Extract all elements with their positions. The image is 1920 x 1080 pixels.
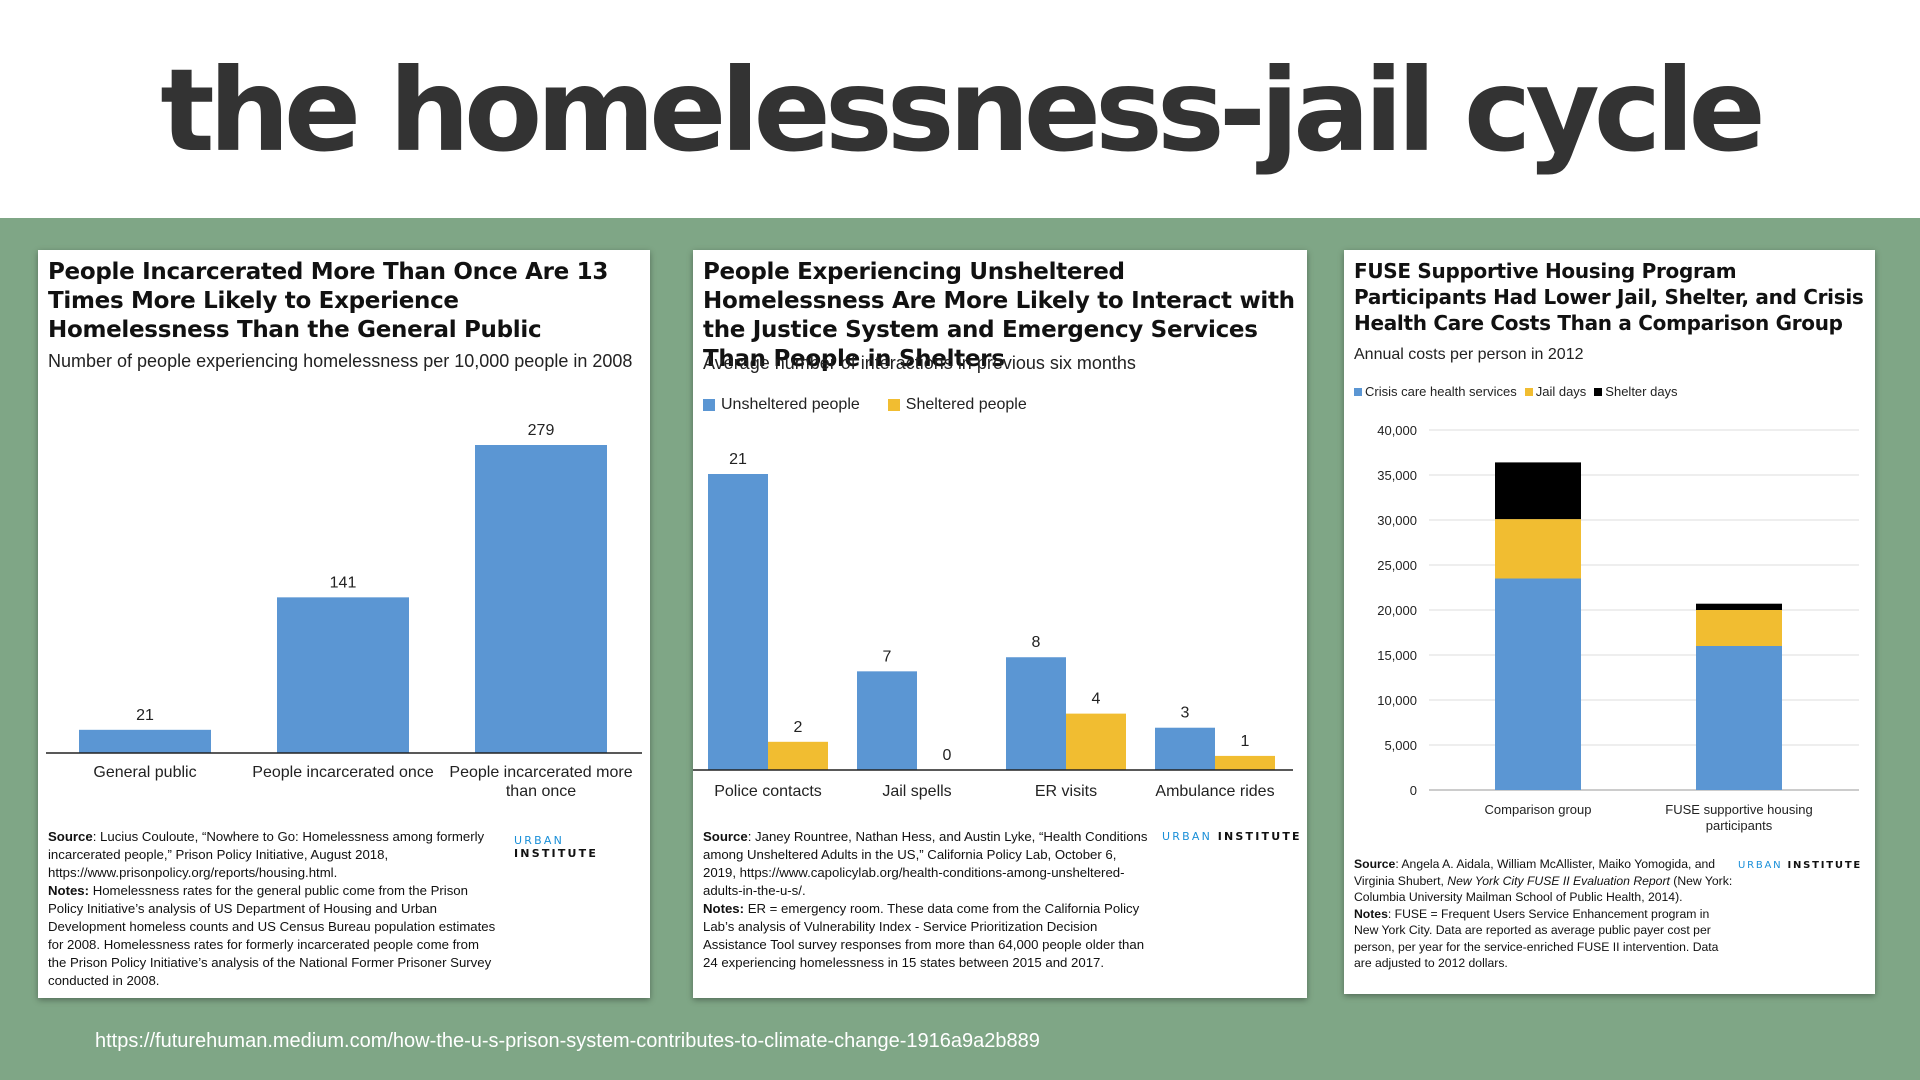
source-title: New York City FUSE II Evaluation Report (1447, 873, 1670, 888)
category-label: FUSE supportive housing (1665, 802, 1812, 817)
source-text: : Lucius Couloute, “Nowhere to Go: Homel… (48, 829, 485, 880)
source-label: Source (703, 829, 748, 844)
legend-label: Sheltered people (905, 396, 1027, 413)
chart-notes: Source: Janey Rountree, Nathan Hess, and… (703, 828, 1153, 972)
category-label: Comparison group (1485, 802, 1592, 817)
data-label: 8 (1032, 634, 1041, 651)
notes-label: Notes (1354, 906, 1388, 921)
bar (1155, 727, 1215, 770)
data-label: 3 (1181, 705, 1190, 722)
notes-label: Notes: (48, 883, 90, 898)
category-label: Jail spells (882, 783, 951, 800)
data-label: 21 (136, 707, 154, 724)
chart-notes: Source: Lucius Couloute, “Nowhere to Go:… (48, 828, 498, 990)
legend-item: Sheltered people (887, 396, 1027, 414)
chart-card-unsheltered: People Experiencing Unsheltered Homeless… (693, 250, 1307, 998)
category-label: People incarcerated more (449, 764, 632, 781)
source-text: (New York: Columbia University Mailman S… (1354, 873, 1733, 905)
bar (1215, 755, 1275, 770)
source-text: : Janey Rountree, Nathan Hess, and Austi… (703, 829, 1148, 898)
chart-legend: Crisis care health services Jail days Sh… (1354, 384, 1686, 399)
data-label: 141 (330, 574, 357, 591)
notes-text: ER = emergency room. These data come fro… (703, 901, 1145, 970)
legend-item: Crisis care health services (1354, 384, 1517, 399)
y-tick-label: 25,000 (1377, 558, 1417, 573)
data-label: 7 (883, 648, 892, 665)
data-label: 4 (1092, 691, 1101, 708)
y-tick-label: 10,000 (1377, 693, 1417, 708)
y-tick-label: 40,000 (1377, 423, 1417, 438)
y-tick-label: 0 (1410, 783, 1417, 798)
data-label: 0 (943, 747, 952, 764)
y-tick-label: 5,000 (1384, 738, 1417, 753)
slide-title: the homelessness-jail cycle (160, 44, 1766, 177)
y-tick-label: 35,000 (1377, 468, 1417, 483)
category-label: participants (1706, 818, 1773, 833)
legend-swatch (1594, 387, 1603, 396)
urban-institute-logo: URBAN INSTITUTE (1162, 830, 1302, 843)
chart-notes: Source: Angela A. Aidala, William McAlli… (1354, 856, 1734, 972)
urban-institute-logo: URBAN INSTITUTE (1738, 860, 1863, 871)
legend-swatch (1354, 387, 1362, 396)
bar (79, 729, 211, 753)
source-url[interactable]: https://futurehuman.medium.com/how-the-u… (95, 1030, 1040, 1052)
source-text: : Angela A. Aidala, William McAllister, … (1354, 857, 1716, 888)
bar (1066, 713, 1126, 770)
legend-label: Crisis care health services (1365, 384, 1517, 399)
category-label: ER visits (1035, 783, 1097, 800)
bar-segment (1696, 610, 1782, 646)
category-label: than once (506, 783, 576, 800)
chart-card-incarceration: People Incarcerated More Than Once Are 1… (38, 250, 650, 998)
stacked-bar-chart-fuse: 0 5,000 10,000 15,000 20,000 25,000 30,000 35,0… (1377, 423, 1859, 833)
notes-text: : FUSE = Frequent Users Service Enhancem… (1354, 906, 1719, 971)
chart-subtitle: Annual costs per person in 2012 (1354, 346, 1584, 363)
bar-segment (1495, 578, 1581, 790)
bar-chart-incarceration: 21 General public 141 People incarcerated o… (46, 422, 642, 800)
legend-item: Shelter days (1594, 384, 1678, 399)
legend-label: Unsheltered people (721, 396, 860, 413)
chart-title: People Experiencing Unsheltered Homeless… (703, 259, 1295, 372)
chart-subtitle: Number of people experiencing homelessne… (48, 351, 633, 371)
data-label: 1 (1241, 733, 1250, 750)
bar-segment (1495, 462, 1581, 520)
bar (277, 597, 409, 753)
bar (768, 741, 828, 770)
legend-item: Jail days (1524, 384, 1587, 399)
bar-segment (1495, 519, 1581, 579)
legend-item: Unsheltered people (703, 396, 860, 414)
bar (1006, 657, 1066, 770)
data-label: 2 (794, 719, 803, 736)
chart-card-fuse: FUSE Supportive Housing Program Particip… (1344, 250, 1875, 994)
notes-label: Notes: (703, 901, 745, 916)
bar-segment (1696, 646, 1782, 790)
y-tick-label: 20,000 (1377, 603, 1417, 618)
chart-title: People Incarcerated More Than Once Are 1… (48, 259, 609, 343)
legend-swatch (703, 399, 715, 411)
bar (857, 671, 917, 770)
data-label: 21 (729, 451, 747, 468)
legend-label: Jail days (1535, 384, 1587, 399)
bar (475, 445, 607, 753)
data-label: 279 (528, 422, 555, 439)
urban-institute-logo: URBAN INSTITUTE (514, 834, 599, 860)
chart-subtitle: Average number of interactions in previo… (703, 353, 1136, 373)
chart-title: FUSE Supportive Housing Program Particip… (1354, 259, 1864, 335)
category-label: Police contacts (714, 783, 822, 800)
y-tick-label: 30,000 (1377, 513, 1417, 528)
bar-chart-unsheltered: 21 2 Police contacts 7 0 Jail spells 8 4 ER visi… (693, 451, 1293, 800)
chart-legend: Unsheltered people Sheltered people (703, 396, 1055, 414)
notes-text: Homelessness rates for the general publi… (48, 883, 496, 988)
legend-label: Shelter days (1605, 384, 1678, 399)
source-label: Source (48, 829, 93, 844)
bar-segment (1696, 603, 1782, 610)
category-label: Ambulance rides (1155, 783, 1274, 800)
y-tick-label: 15,000 (1377, 648, 1417, 663)
bar (708, 474, 768, 770)
category-label: General public (93, 764, 196, 781)
category-label: People incarcerated once (252, 764, 434, 781)
source-label: Source (1354, 857, 1396, 871)
legend-swatch (887, 399, 900, 411)
legend-swatch (1524, 387, 1533, 396)
